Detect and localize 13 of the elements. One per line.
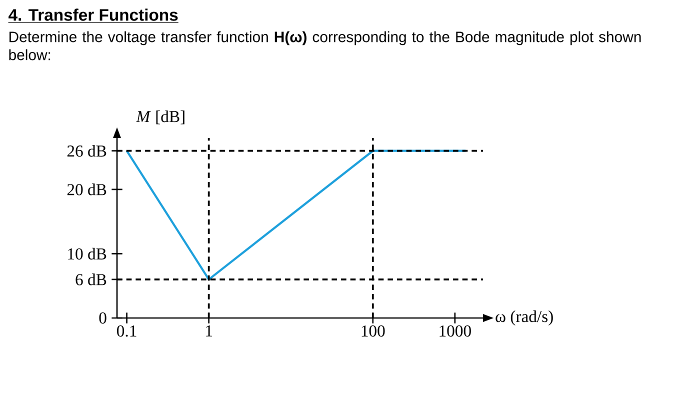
text: Determine the voltage transfer function H(ω) corresponding to the Bode magnitude plot shown below: [9, 31, 641, 60]
chart-title: 4. Transfer Functions [8, 8, 178, 21]
x-tick-label: 0.1 [117, 325, 136, 337]
y-tick-label: 10 dB [68, 248, 106, 260]
y-tick-label: 20 dB [67, 184, 106, 196]
x-tick-label: 1 [206, 325, 212, 336]
x-axis-title: ω (rad/s) [496, 310, 553, 326]
y-tick-label: 0 [99, 312, 106, 324]
y-tick-label: 26 dB [67, 144, 106, 157]
y-axis-title: M [dB] [136, 110, 184, 124]
y-tick-label: 6 dB [76, 274, 106, 286]
x-tick-label: 100 [362, 325, 385, 337]
x-tick-label: 1000 [440, 325, 471, 337]
